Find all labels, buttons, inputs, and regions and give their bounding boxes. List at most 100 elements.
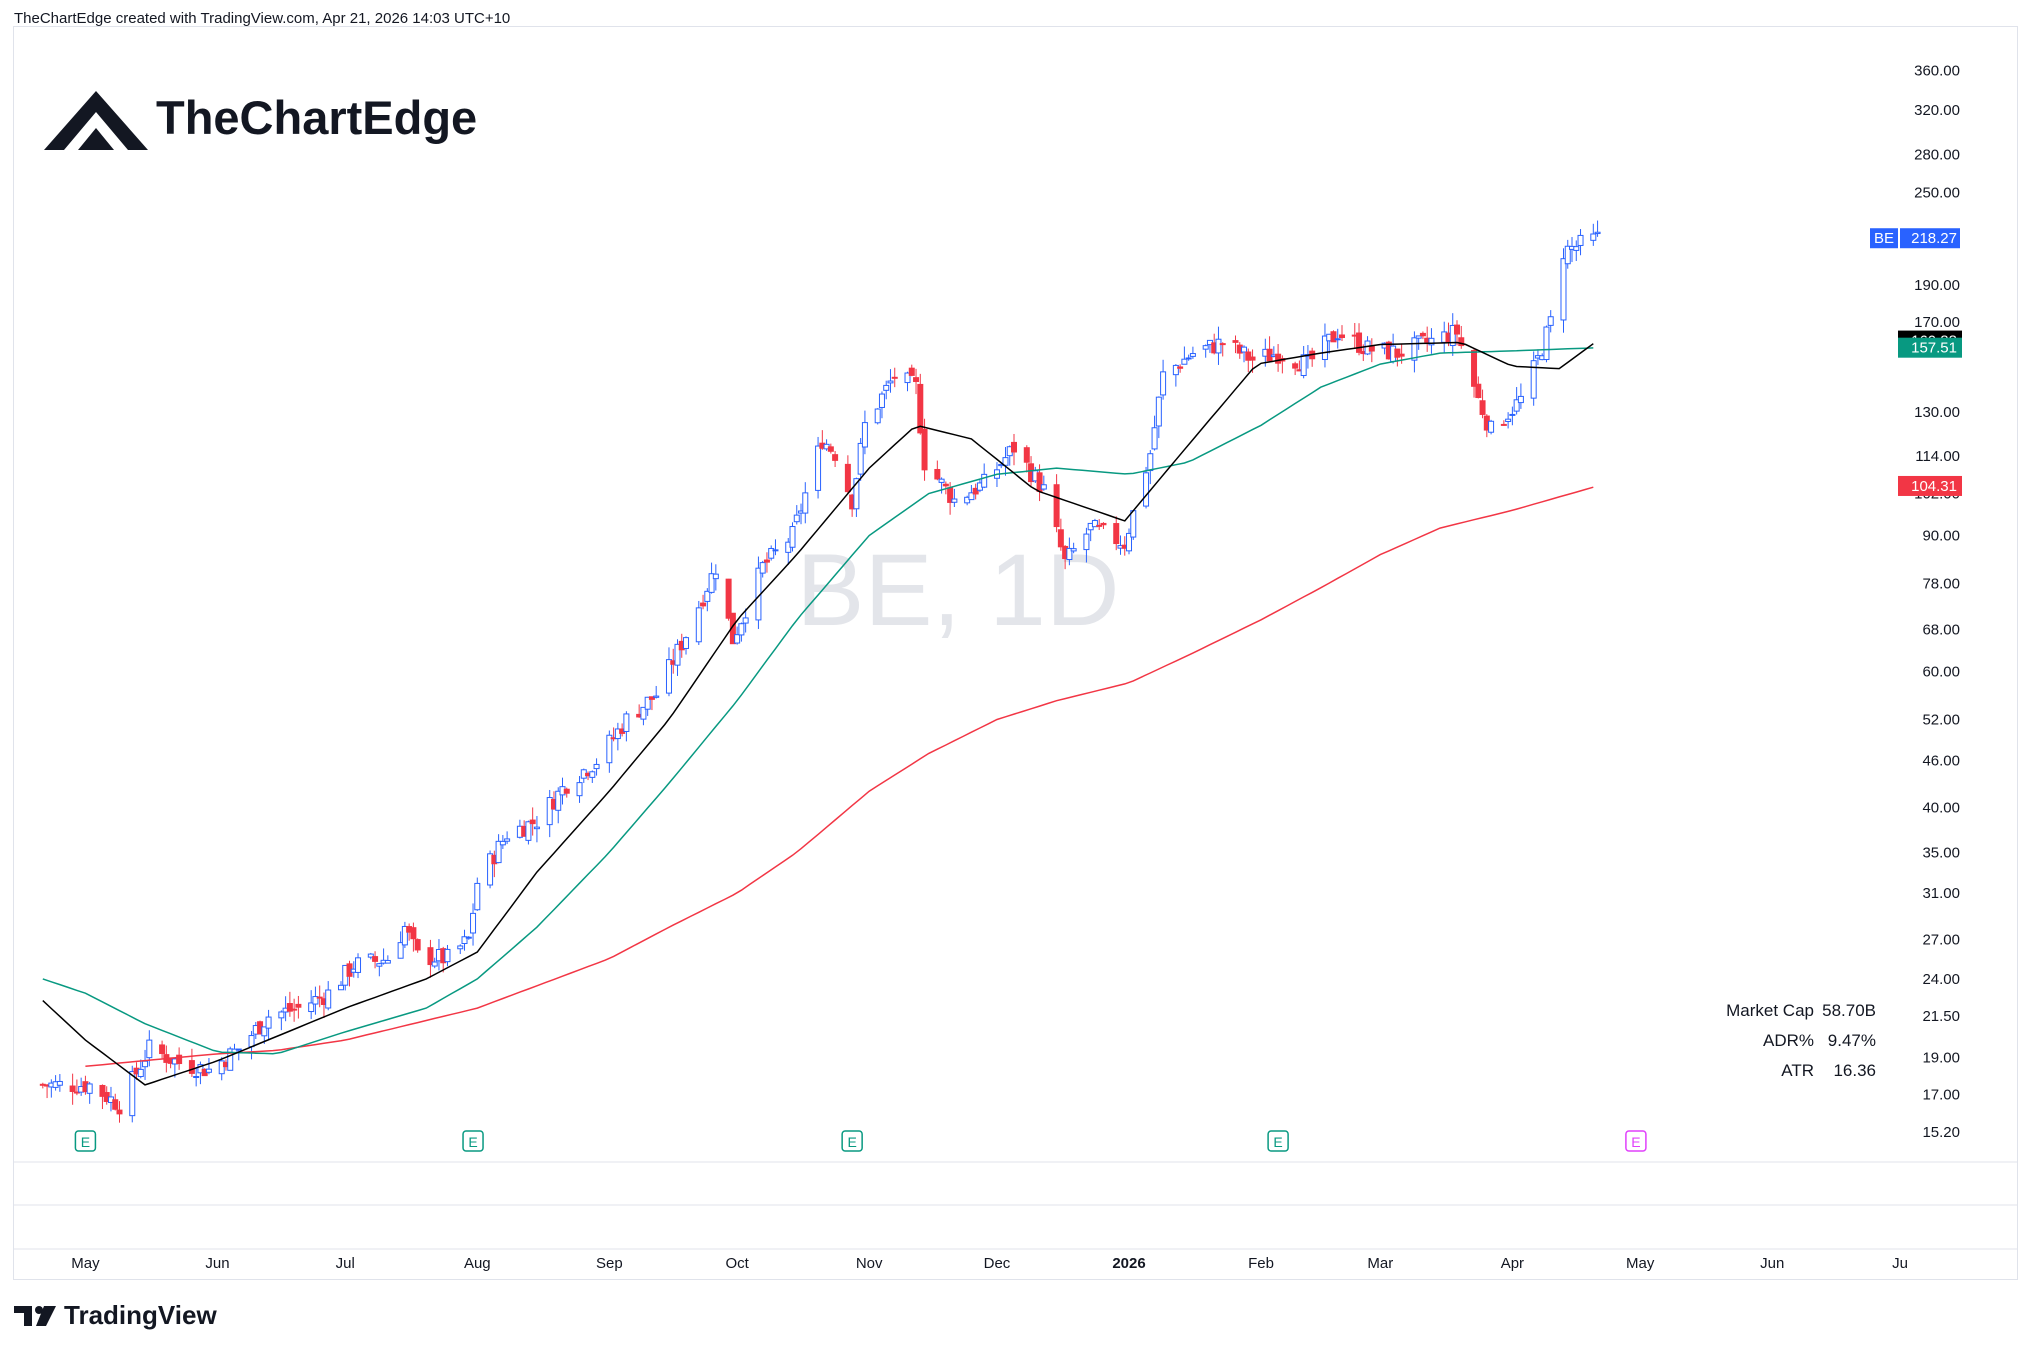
price-tick-label: 46.00 <box>1922 753 1960 770</box>
candle <box>1215 326 1222 365</box>
candle <box>316 985 323 1008</box>
candle <box>972 483 979 500</box>
candle <box>1488 419 1495 435</box>
candle <box>1513 387 1520 415</box>
candle <box>683 636 690 655</box>
candle <box>116 1101 123 1123</box>
time-tick-label: Aug <box>464 1255 491 1272</box>
earnings-marker[interactable]: E <box>74 1130 97 1152</box>
price-tick-label: 114.00 <box>1915 448 1960 465</box>
price-tick-label: 15.20 <box>1922 1124 1960 1141</box>
earnings-marker-label: E <box>81 1134 90 1150</box>
candle <box>1143 466 1150 509</box>
price-tick-label: 31.00 <box>1922 885 1960 902</box>
price-tick-label: 60.00 <box>1922 664 1960 681</box>
candle <box>546 789 553 838</box>
last-price-value: 218.27 <box>1911 230 1957 247</box>
candle <box>606 730 613 773</box>
candle <box>563 787 570 798</box>
ma-value-text: 104.31 <box>1911 478 1957 495</box>
candle <box>1577 229 1584 256</box>
sma-slow-line <box>85 486 1594 1068</box>
earnings-marker[interactable]: E <box>841 1130 863 1152</box>
candle <box>1517 383 1524 409</box>
price-tick-label: 250.00 <box>1914 185 1960 202</box>
candle <box>427 939 434 978</box>
price-tick-label: 320.00 <box>1914 102 1960 119</box>
earnings-marker[interactable]: E <box>462 1130 484 1152</box>
candle <box>883 380 890 400</box>
price-tick-label: 35.00 <box>1922 844 1960 861</box>
tradingview-logo[interactable]: TradingView <box>14 1300 217 1331</box>
candle <box>1573 240 1580 261</box>
stat-value: 58.70B <box>1822 1001 1876 1020</box>
candle <box>623 711 630 742</box>
candle <box>712 564 719 591</box>
price-axis[interactable]: 360.00 320.00 280.00 250.00 190.00 170.00 130.… <box>1870 62 1962 1141</box>
candle <box>921 418 928 481</box>
candle <box>414 938 421 953</box>
earnings-marker[interactable]: E <box>1625 1130 1647 1152</box>
last-price-label: BE 218.27 <box>1870 228 1960 249</box>
candle <box>461 929 468 951</box>
candle <box>265 1009 272 1041</box>
price-tick-label: 52.00 <box>1922 712 1960 729</box>
price-tick-label: 27.00 <box>1922 931 1960 948</box>
price-tick-label: 24.00 <box>1922 971 1960 988</box>
time-axis[interactable]: May Jun Jul Aug Sep Oct Nov Dec 2026 Feb Mar Apr May… <box>71 1255 1908 1272</box>
candle <box>1449 313 1456 356</box>
candle <box>1275 344 1282 372</box>
candle <box>1113 516 1120 551</box>
candle <box>942 481 949 495</box>
earnings-marker[interactable]: E <box>1267 1130 1289 1152</box>
candle <box>904 371 911 392</box>
candle <box>137 1059 144 1079</box>
candle <box>384 955 391 964</box>
candle <box>1189 346 1196 359</box>
price-tick-label: 90.00 <box>1922 527 1960 544</box>
candle <box>205 1058 212 1075</box>
candle <box>704 588 711 612</box>
candle <box>1419 331 1426 340</box>
candle <box>1454 320 1461 346</box>
candle <box>653 685 660 699</box>
stat-label: ADR% <box>1763 1031 1814 1050</box>
candle <box>1002 447 1009 476</box>
candle <box>457 944 464 955</box>
candle <box>695 600 702 645</box>
price-tick-label: 280.00 <box>1914 147 1960 164</box>
candle <box>286 991 293 1017</box>
candle <box>99 1084 106 1110</box>
candle <box>197 1061 204 1085</box>
price-tick-label: 130.00 <box>1914 404 1960 421</box>
candle <box>1185 354 1192 361</box>
candle <box>917 373 924 435</box>
candle <box>1126 528 1133 555</box>
candle <box>674 639 681 676</box>
earnings-marker-label: E <box>468 1134 477 1150</box>
candle <box>1057 518 1064 551</box>
stat-label: Market Cap <box>1726 1001 1814 1020</box>
price-tick-label: 78.00 <box>1922 575 1960 592</box>
candle <box>802 482 809 524</box>
price-tick-label: 40.00 <box>1922 800 1960 817</box>
earnings-marker-label: E <box>1631 1134 1640 1150</box>
candle <box>1011 433 1018 466</box>
candle <box>308 990 315 1020</box>
sma-fast-line <box>42 341 1594 1086</box>
candle <box>1091 518 1098 528</box>
candle <box>1279 355 1286 374</box>
candle <box>474 877 481 911</box>
candle <box>878 391 885 419</box>
candle <box>1479 389 1486 419</box>
candle <box>465 936 472 940</box>
stats-table: Market Cap 58.70B ADR% 9.47% ATR 16.36 <box>1726 1001 1876 1080</box>
candle <box>533 816 540 843</box>
candle <box>1330 330 1337 343</box>
candle <box>367 952 374 960</box>
attribution-header: TheChartEdge created with TradingView.co… <box>14 10 511 27</box>
candle <box>159 1040 166 1059</box>
candle <box>1590 223 1597 246</box>
chart-frame[interactable] <box>13 26 2018 1280</box>
